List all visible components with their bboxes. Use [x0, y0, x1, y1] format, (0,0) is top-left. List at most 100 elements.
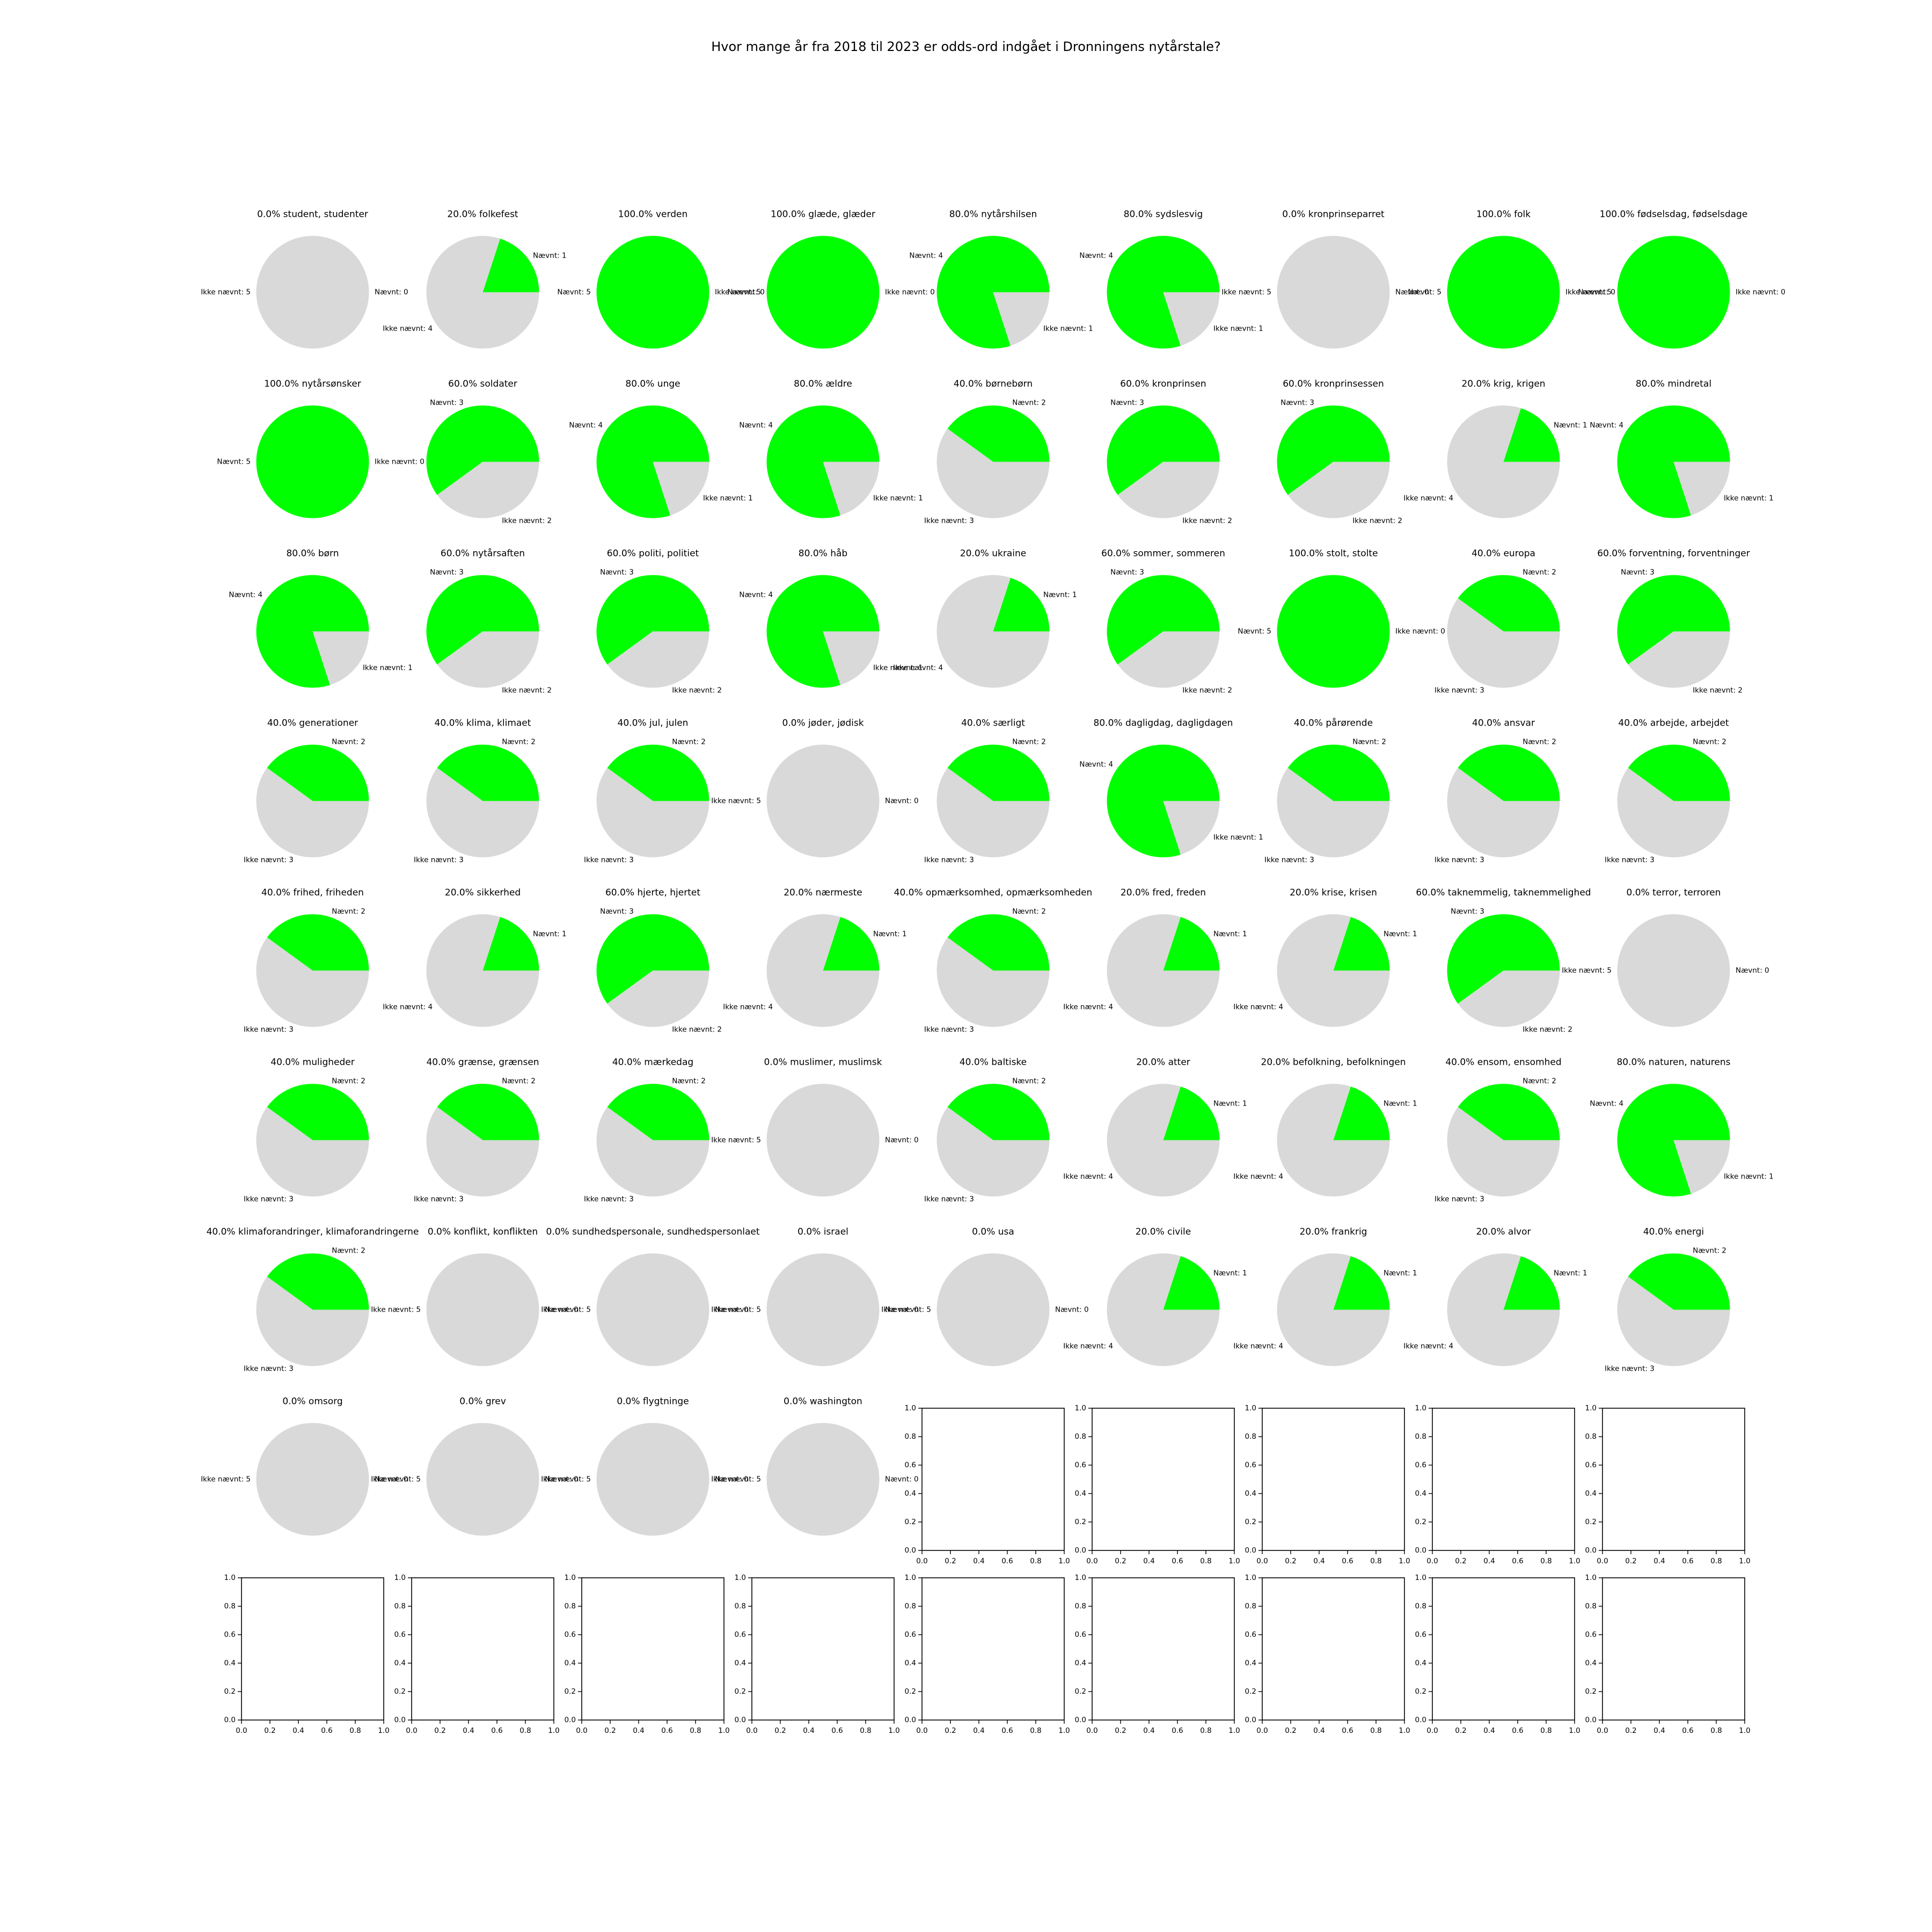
x-tick-label: 0.4 [1313, 1557, 1324, 1565]
pie-label-not-mentioned: Ikke nævnt: 4 [893, 663, 943, 672]
y-tick-label: 0.6 [565, 1630, 576, 1639]
pie-label-mentioned: Nævnt: 4 [1590, 421, 1623, 430]
y-tick-label: 0.2 [1075, 1518, 1086, 1526]
pie-slice-mentioned [1163, 917, 1220, 971]
x-tick-label: 0.0 [406, 1726, 417, 1735]
pie-slice-not-mentioned [766, 1084, 880, 1197]
y-tick-label: 1.0 [1075, 1404, 1086, 1413]
axes-frame [1092, 1408, 1235, 1551]
pie-label-not-mentioned: Ikke nævnt: 3 [1605, 1364, 1655, 1373]
y-tick-label: 0.4 [1415, 1489, 1426, 1498]
x-tick-label: 0.4 [1483, 1726, 1495, 1735]
y-tick-label: 0.0 [1245, 1546, 1256, 1555]
x-tick-label: 0.4 [633, 1726, 644, 1735]
pie-chart: 40.0% energi Nævnt: 2 Ikke nævnt: 3 [1605, 1227, 1730, 1373]
pie-slice-not-mentioned [766, 914, 880, 1027]
y-tick-label: 0.6 [1075, 1630, 1086, 1639]
pie-chart: 0.0% jøder, jødisk Nævnt: 0 Ikke nævnt: 5 [711, 718, 919, 858]
pie-label-not-mentioned: Ikke nævnt: 3 [414, 855, 464, 864]
pie-label-not-mentioned: Ikke nævnt: 2 [1352, 516, 1402, 525]
pie-label-mentioned: Nævnt: 0 [375, 288, 408, 297]
pie-chart: 20.0% sikkerhed Nævnt: 1 Ikke nævnt: 4 [383, 888, 567, 1027]
pie-title: 20.0% folkefest [447, 209, 518, 220]
pie-label-mentioned: Nævnt: 5 [1238, 627, 1271, 636]
pie-slice-mentioned [1107, 236, 1220, 349]
pie-title: 100.0% glæde, glæder [771, 209, 875, 220]
y-tick-label: 1.0 [1245, 1574, 1256, 1582]
pie-label-mentioned: Nævnt: 0 [1055, 1306, 1089, 1314]
pie-label-not-mentioned: Ikke nævnt: 4 [723, 1002, 773, 1011]
pie-label-mentioned: Nævnt: 1 [533, 252, 567, 260]
pie-label-not-mentioned: Ikke nævnt: 0 [1736, 288, 1785, 297]
pie-label-mentioned: Nævnt: 4 [1079, 760, 1113, 769]
x-tick-label: 0.4 [1483, 1557, 1495, 1565]
x-tick-label: 0.6 [661, 1726, 672, 1735]
pie-slice-not-mentioned [823, 462, 880, 516]
pie-chart: 40.0% børnebørn Nævnt: 2 Ikke nævnt: 3 [924, 379, 1050, 525]
pie-label-not-mentioned: Ikke nævnt: 3 [1264, 855, 1314, 864]
pie-label-mentioned: Nævnt: 4 [739, 591, 773, 599]
pie-chart: 40.0% klima, klimaet Nævnt: 2 Ikke nævnt: … [414, 718, 539, 864]
pie-label-not-mentioned: Ikke nævnt: 5 [201, 1475, 251, 1484]
pie-label-mentioned: Nævnt: 3 [430, 399, 464, 407]
y-tick-label: 0.8 [1075, 1602, 1086, 1611]
pie-slice-mentioned [1277, 575, 1390, 688]
x-tick-label: 0.0 [1086, 1726, 1097, 1735]
pie-label-mentioned: Nævnt: 4 [569, 421, 603, 430]
pie-title: 0.0% kronprinseparret [1282, 209, 1385, 220]
x-tick-label: 0.6 [1682, 1557, 1693, 1565]
pie-slice-not-mentioned [1163, 801, 1220, 855]
pie-label-mentioned: Nævnt: 2 [332, 1077, 365, 1086]
pie-title: 40.0% generationer [267, 718, 358, 729]
pie-label-mentioned: Nævnt: 1 [1554, 1269, 1587, 1278]
pie-title: 80.0% nytårshilsen [949, 209, 1037, 220]
pie-title: 60.0% soldater [448, 379, 517, 390]
pie-chart: 80.0% håb Nævnt: 4 Ikke nævnt: 1 [739, 548, 923, 688]
x-tick-label: 0.0 [916, 1726, 927, 1735]
y-tick-label: 0.6 [735, 1630, 746, 1639]
pie-slice-mentioned [1503, 408, 1560, 462]
x-tick-label: 0.2 [1625, 1726, 1636, 1735]
pie-slice-mentioned [1617, 575, 1730, 665]
x-tick-label: 0.8 [1030, 1726, 1041, 1735]
pie-title: 0.0% grev [459, 1396, 506, 1407]
pie-label-not-mentioned: Ikke nævnt: 1 [1724, 1172, 1774, 1181]
pie-title: 0.0% usa [972, 1227, 1014, 1238]
pie-slice-mentioned [766, 575, 880, 688]
pie-label-not-mentioned: Ikke nævnt: 3 [244, 1025, 294, 1034]
pie-label-mentioned: Nævnt: 2 [672, 1077, 706, 1086]
y-tick-label: 0.0 [224, 1716, 236, 1724]
y-tick-label: 0.6 [1245, 1461, 1256, 1469]
empty-axes: 0.00.0 0.2 0.2 0.4 0.4 0.6 0.6 0.8 0.8 1.0 1.0 [565, 1574, 730, 1735]
pie-slice-mentioned [993, 577, 1050, 632]
pie-label-mentioned: Nævnt: 1 [1043, 591, 1077, 599]
pie-slice-not-mentioned [936, 1107, 1050, 1197]
pie-label-not-mentioned: Ikke nævnt: 0 [1565, 288, 1615, 297]
pie-slice-not-mentioned [437, 462, 539, 518]
pie-label-not-mentioned: Ikke nævnt: 3 [1435, 686, 1484, 694]
pie-slice-not-mentioned [1617, 1276, 1730, 1366]
pie-label-not-mentioned: Ikke nævnt: 0 [1395, 627, 1445, 636]
y-tick-label: 0.4 [1075, 1659, 1086, 1667]
pie-label-not-mentioned: Ikke nævnt: 3 [244, 1195, 294, 1203]
pie-chart: 0.0% sundhedspersonale, sundhedspersonla… [541, 1227, 760, 1366]
pie-chart: 80.0% ældre Nævnt: 4 Ikke nævnt: 1 [739, 379, 923, 518]
pie-title: 60.0% nytårsaften [441, 548, 525, 559]
y-tick-label: 0.2 [1075, 1687, 1086, 1696]
y-tick-label: 0.2 [1585, 1687, 1597, 1696]
pie-slice-mentioned [482, 917, 539, 971]
x-tick-label: 0.6 [1342, 1726, 1353, 1735]
x-tick-label: 0.0 [1086, 1557, 1097, 1565]
x-tick-label: 1.0 [718, 1726, 729, 1735]
x-tick-label: 0.8 [1200, 1726, 1211, 1735]
pie-slice-not-mentioned [426, 914, 539, 1027]
pie-chart: 40.0% særligt Nævnt: 2 Ikke nævnt: 3 [924, 718, 1050, 864]
pie-title: 20.0% frankrig [1300, 1227, 1367, 1238]
pie-label-mentioned: Nævnt: 3 [1280, 399, 1314, 407]
pie-chart: 80.0% sydslesvig Nævnt: 4 Ikke nævnt: 1 [1079, 209, 1263, 349]
pie-label-not-mentioned: Ikke nævnt: 5 [201, 288, 251, 297]
y-tick-label: 0.8 [394, 1602, 406, 1611]
pie-label-mentioned: Nævnt: 0 [715, 1475, 749, 1484]
